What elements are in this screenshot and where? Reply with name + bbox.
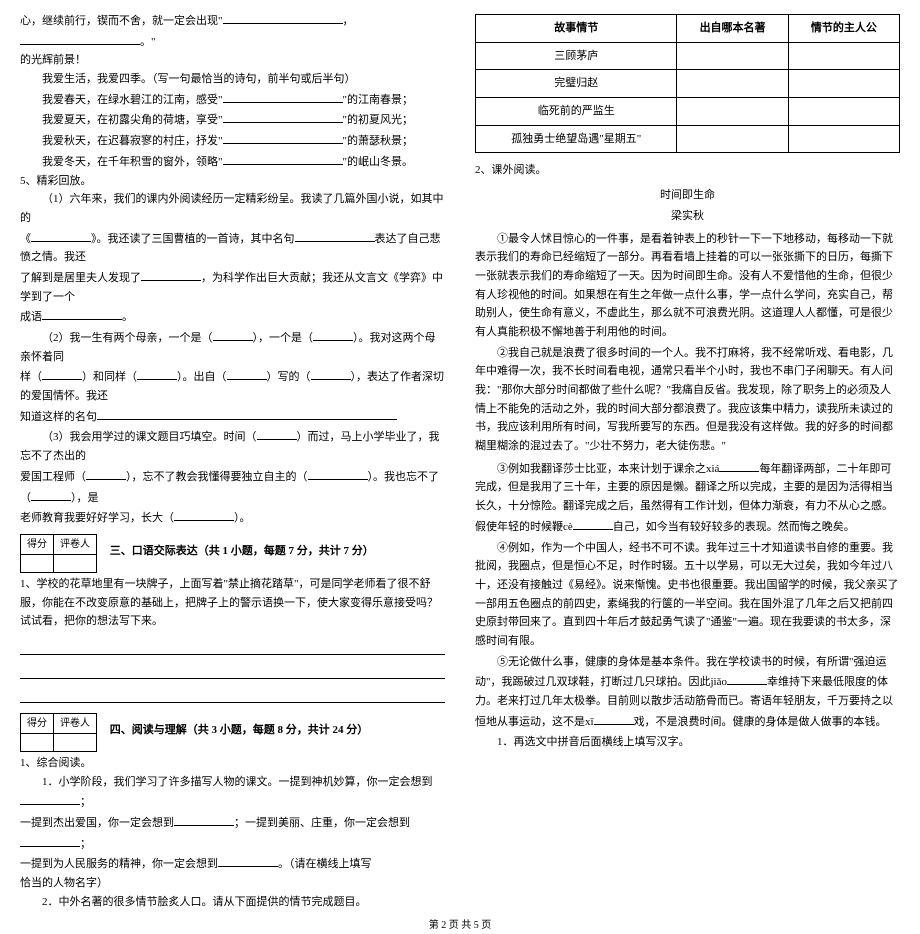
essay-p2: ②我自己就是浪费了很多时间的一个人。我不打麻将，我不经常听戏、看电影，几年中难得… bbox=[475, 344, 900, 456]
r-h2: 2、课外阅读。 bbox=[475, 161, 900, 180]
plot-table: 故事情节 出自哪本名著 情节的主人公 三顾茅庐 完璧归赵 临死前的严监生 孤独勇… bbox=[475, 14, 900, 153]
section4-title: 四、阅读与理解（共 3 小题，每题 8 分，共计 24 分） bbox=[110, 721, 369, 740]
section3-title: 三、口语交际表达（共 1 小题，每题 7 分，共计 7 分） bbox=[110, 542, 374, 561]
essay-p4: ④例如，作为一个中国人，经书不可不读。我年过三十才知道读书自修的重要。我批阅，我… bbox=[475, 539, 900, 651]
poem-line: 我爱冬天，在千年积雪的窗外，领略""的岷山冬景。 bbox=[20, 151, 445, 172]
poem-line: 我爱春天，在绿水碧江的江南，感受""的江南春景； bbox=[20, 89, 445, 110]
essay-author: 梁实秋 bbox=[475, 207, 900, 226]
tbl-h3: 情节的主人公 bbox=[788, 15, 899, 43]
tbl-r2: 完璧归赵 bbox=[476, 70, 677, 98]
answer-line bbox=[20, 683, 445, 703]
poem-line: 我爱秋天，在迟暮寂寥的村庄，抒发""的萧瑟秋景； bbox=[20, 130, 445, 151]
s4-line: 1．小学阶段，我们学习了许多描写人物的课文。一提到神机妙算，你一定会想到； bbox=[20, 773, 445, 812]
tbl-r4: 孤独勇士绝望岛遇"星期五" bbox=[476, 125, 677, 153]
q5-3b: 爱国工程师（），忘不了教会我懂得要独立自主的（）。我也忘不了（），是 bbox=[20, 466, 445, 507]
s3-question: 1、学校的花草地里有一块牌子，上面写着"禁止摘花踏草"，可是同学老师看了很不舒服… bbox=[20, 575, 445, 631]
essay-q1: 1．再选文中拼音后面横线上填写汉字。 bbox=[475, 733, 900, 752]
q5-2c: 知道这样的名句 bbox=[20, 406, 445, 427]
answer-line bbox=[20, 635, 445, 655]
page-footer: 第 2 页 共 5 页 bbox=[0, 917, 920, 934]
left-column: 心，继续前行，锲而不舍，就一定会出现"，。" 的光辉前景！ 我爱生活，我爱四季。… bbox=[20, 10, 445, 911]
section4-header: 得分评卷人 四、阅读与理解（共 3 小题，每题 8 分，共计 24 分） bbox=[20, 707, 445, 754]
poem-intro: 我爱生活，我爱四季。（写一句最恰当的诗句，前半句或后半句） bbox=[20, 70, 445, 89]
essay-p1: ①最令人怵目惊心的一件事，是看着钟表上的秒针一下一下地移动，每移动一下就表示我们… bbox=[475, 230, 900, 342]
s4-line: 恰当的人物名字） bbox=[20, 874, 445, 893]
q5-1d: 成语。 bbox=[20, 306, 445, 327]
poem-line: 我爱夏天，在初露尖角的荷塘，享受""的初夏风光； bbox=[20, 109, 445, 130]
s4-h1: 1、综合阅读。 bbox=[20, 754, 445, 773]
score-box: 得分评卷人 bbox=[20, 534, 97, 573]
essay-p5: ⑤无论做什么事，健康的身体是基本条件。我在学校读书的时候，有所谓"强迫运动"，我… bbox=[475, 653, 900, 732]
line: 心，继续前行，锲而不舍，就一定会出现"，。" bbox=[20, 10, 445, 51]
tbl-r1: 三顾茅庐 bbox=[476, 42, 677, 70]
q5-1c: 了解到是居里夫人发现了，为科学作出巨大贡献；我还从文言文《学弈》中学到了一个 bbox=[20, 267, 445, 306]
answer-line bbox=[20, 659, 445, 679]
q5-1b: 《》。我还读了三国曹植的一首诗，其中名句表达了自己悲愤之情。我还 bbox=[20, 228, 445, 267]
line: 的光辉前景！ bbox=[20, 51, 445, 70]
q5-2b: 样（）和同样（）。出自（）写的（），表达了作者深切的爱国情怀。我还 bbox=[20, 366, 445, 405]
s4-line: 一提到杰出爱国，你一定会想到；一提到美丽、庄重，你一定会想到； bbox=[20, 812, 445, 853]
tbl-h2: 出自哪本名著 bbox=[677, 15, 788, 43]
q5-1: （1）六年来，我们的课内外阅读经历一定精彩纷呈。我读了几篇外国小说，如其中的 bbox=[20, 190, 445, 227]
essay-p3: ③例如我翻译莎士比亚，本来计划于课余之xiá每年翻译两部，二十年即可完成，但是我… bbox=[475, 458, 900, 537]
right-column: 故事情节 出自哪本名著 情节的主人公 三顾茅庐 完璧归赵 临死前的严监生 孤独勇… bbox=[475, 10, 900, 911]
tbl-h1: 故事情节 bbox=[476, 15, 677, 43]
score-box: 得分评卷人 bbox=[20, 713, 97, 752]
q5-2: （2）我一生有两个母亲，一个是（），一个是（）。我对这两个母亲怀着同 bbox=[20, 327, 445, 366]
s4-h2: 2．中外名著的很多情节脍炙人口。请从下面提供的情节完成题目。 bbox=[20, 893, 445, 912]
essay-title: 时间即生命 bbox=[475, 186, 900, 205]
q5-heading: 5、精彩回放。 bbox=[20, 172, 445, 191]
section3-header: 得分评卷人 三、口语交际表达（共 1 小题，每题 7 分，共计 7 分） bbox=[20, 528, 445, 575]
q5-3c: 老师教育我要好好学习，长大（）。 bbox=[20, 507, 445, 528]
q5-3: （3）我会用学过的课文题目巧填空。时间（）而过，马上小学毕业了，我忘不了杰出的 bbox=[20, 426, 445, 465]
s4-line: 一提到为人民服务的精神，你一定会想到。（请在横线上填写 bbox=[20, 853, 445, 874]
tbl-r3: 临死前的严监生 bbox=[476, 98, 677, 126]
